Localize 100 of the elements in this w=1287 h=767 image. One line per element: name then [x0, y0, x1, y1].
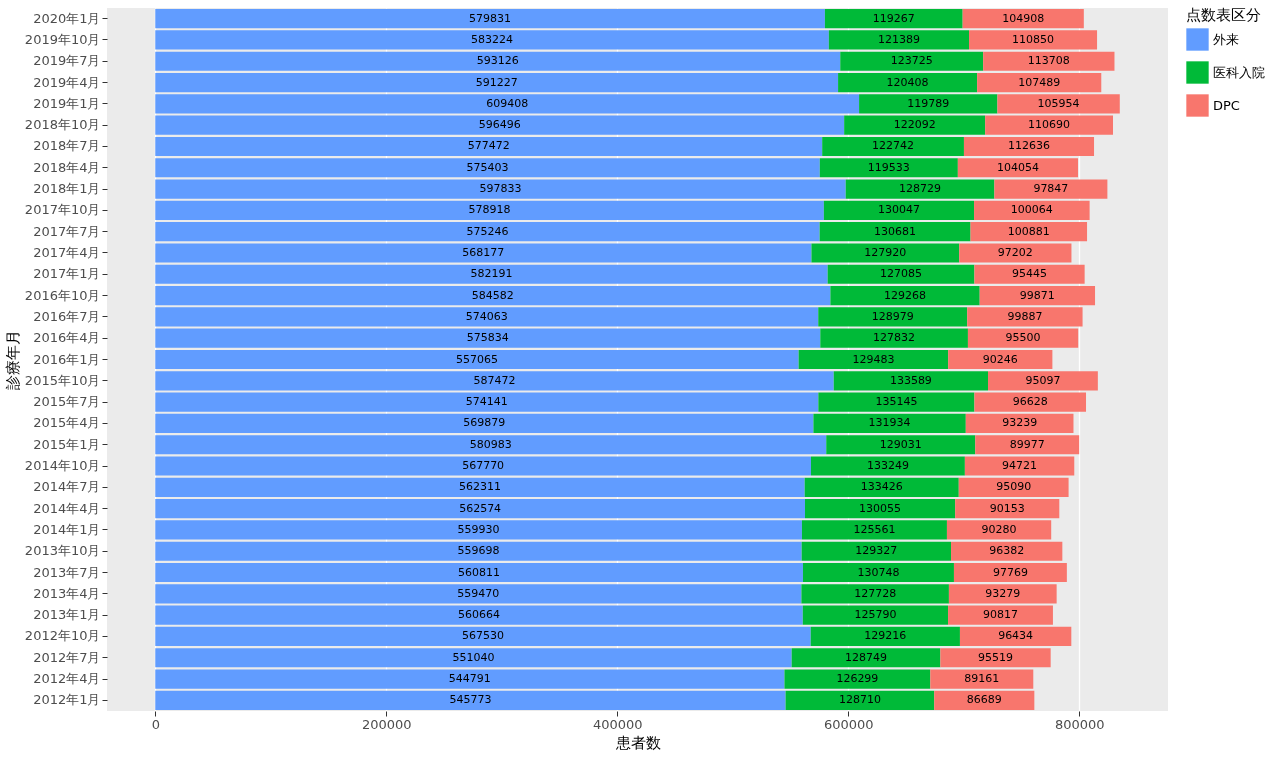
data-label: 100881 [1007, 224, 1050, 238]
y-tick-label: 2018年7月 [33, 138, 101, 154]
data-label: 135145 [875, 395, 918, 409]
y-tick-label: 2012年7月 [33, 649, 101, 665]
data-label: 129268 [884, 288, 927, 302]
data-label: 593126 [476, 54, 519, 68]
data-label: 568177 [462, 245, 505, 259]
data-label: 122092 [893, 118, 936, 132]
legend-label: 外来 [1213, 31, 1239, 47]
y-tick-label: 2019年1月 [33, 95, 101, 111]
data-label: 128710 [838, 693, 881, 707]
data-label: 97847 [1033, 182, 1069, 196]
data-label: 569879 [463, 416, 506, 430]
data-label: 120408 [886, 75, 929, 89]
y-tick-label: 2017年10月 [24, 202, 101, 218]
data-label: 97202 [997, 245, 1033, 259]
data-label: 104908 [1002, 11, 1045, 25]
y-tick-label: 2013年7月 [33, 564, 101, 580]
data-label: 90153 [989, 501, 1025, 515]
y-tick-label: 2019年4月 [33, 74, 101, 90]
data-label: 128749 [845, 650, 888, 664]
data-label: 597833 [479, 182, 522, 196]
data-label: 96382 [989, 544, 1025, 558]
y-tick-label: 2012年1月 [33, 692, 101, 708]
data-label: 567770 [462, 459, 505, 473]
data-label: 122742 [872, 139, 915, 153]
y-tick-label: 2015年10月 [24, 372, 101, 388]
data-label: 587472 [473, 373, 516, 387]
data-label: 97769 [992, 565, 1028, 579]
y-tick-label: 2018年1月 [33, 181, 101, 197]
data-label: 574063 [465, 309, 508, 323]
legend-label: 医科入院 [1213, 64, 1265, 80]
data-label: 584582 [471, 288, 514, 302]
data-label: 574141 [465, 395, 508, 409]
data-label: 126299 [836, 672, 879, 686]
data-label: 104054 [996, 160, 1039, 174]
y-tick-label: 2016年10月 [24, 287, 101, 303]
data-label: 577472 [467, 139, 510, 153]
y-tick-label: 2012年4月 [33, 671, 101, 687]
y-tick-label: 2020年1月 [33, 10, 101, 26]
data-label: 128979 [871, 309, 914, 323]
data-label: 96434 [998, 629, 1034, 643]
data-label: 90817 [983, 608, 1018, 622]
y-tick-label: 2012年10月 [24, 628, 101, 644]
data-label: 95090 [996, 480, 1032, 494]
data-label: 596496 [478, 118, 521, 132]
y-tick-label: 2016年4月 [33, 330, 101, 346]
x-tick-label: 600000 [823, 716, 874, 732]
data-label: 105954 [1037, 96, 1080, 110]
data-label: 121389 [877, 32, 920, 46]
data-label: 95519 [978, 650, 1014, 664]
data-label: 131934 [868, 416, 911, 430]
data-label: 119267 [872, 11, 915, 25]
data-label: 128729 [899, 182, 942, 196]
data-label: 90246 [982, 352, 1018, 366]
data-label: 125561 [853, 522, 896, 536]
y-tick-label: 2018年10月 [24, 117, 101, 133]
data-label: 93239 [1002, 416, 1038, 430]
data-label: 559470 [457, 586, 500, 600]
data-label: 95500 [1005, 331, 1041, 345]
data-label: 127832 [873, 331, 916, 345]
data-label: 557065 [455, 352, 498, 366]
y-tick-label: 2014年7月 [33, 479, 101, 495]
data-label: 560664 [458, 608, 501, 622]
data-label: 559698 [457, 544, 500, 558]
data-label: 95097 [1025, 373, 1061, 387]
data-label: 99871 [1019, 288, 1055, 302]
legend-title: 点数表区分 [1186, 6, 1261, 24]
data-label: 119533 [867, 160, 910, 174]
data-label: 129483 [852, 352, 895, 366]
data-label: 112636 [1007, 139, 1050, 153]
data-label: 129216 [864, 629, 907, 643]
data-label: 551040 [452, 650, 495, 664]
data-label: 127728 [854, 586, 897, 600]
y-tick-label: 2014年1月 [33, 521, 101, 537]
data-label: 95445 [1012, 267, 1048, 281]
data-label: 113708 [1027, 54, 1070, 68]
data-label: 89161 [964, 672, 1000, 686]
data-label: 575246 [466, 224, 509, 238]
data-label: 582191 [470, 267, 513, 281]
y-tick-label: 2013年4月 [33, 585, 101, 601]
data-label: 545773 [449, 693, 492, 707]
data-label: 544791 [448, 672, 491, 686]
data-label: 133426 [860, 480, 903, 494]
data-label: 125790 [854, 608, 897, 622]
data-label: 579831 [469, 11, 512, 25]
data-label: 107489 [1018, 75, 1061, 89]
data-label: 96628 [1012, 395, 1048, 409]
data-label: 99887 [1007, 309, 1043, 323]
data-label: 130055 [859, 501, 902, 515]
data-label: 567530 [461, 629, 504, 643]
y-tick-label: 2014年4月 [33, 500, 101, 516]
data-label: 578918 [468, 203, 511, 217]
data-label: 130748 [857, 565, 900, 579]
data-label: 583224 [471, 32, 514, 46]
data-label: 133589 [889, 373, 932, 387]
y-tick-label: 2015年4月 [33, 415, 101, 431]
data-label: 580983 [469, 437, 512, 451]
x-axis-title: 患者数 [614, 733, 661, 752]
data-label: 110690 [1028, 118, 1071, 132]
